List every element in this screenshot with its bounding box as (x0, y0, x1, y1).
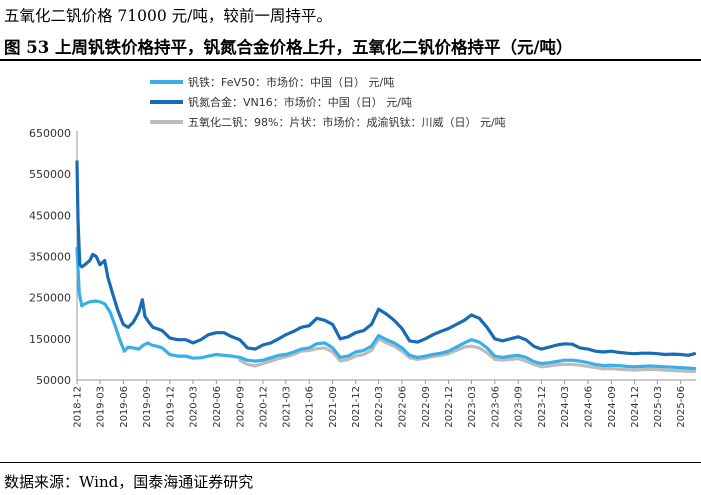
x-tick-label: 2021-03 (281, 386, 292, 428)
y-tick-label: 150000 (29, 333, 71, 346)
x-tick-label: 2021-09 (328, 386, 339, 428)
x-tick-label: 2022-03 (374, 386, 385, 428)
top-rule (0, 59, 701, 61)
x-tick-label: 2023-12 (537, 386, 548, 428)
legend-label-3: 五氧化二钒：98%：片状：市场价：成渝钒钛：川威（日） 元/吨 (188, 115, 506, 129)
series-line-2 (75, 160, 697, 357)
x-tick-label: 2025-06 (676, 386, 687, 428)
x-tick-label: 2022-09 (421, 386, 432, 428)
x-tick-label: 2024-09 (607, 386, 618, 428)
series-line-1 (75, 246, 697, 371)
x-tick-label: 2020-09 (235, 386, 246, 428)
bottom-rule (0, 462, 701, 463)
x-tick-label: 2025-03 (653, 386, 664, 428)
y-tick-label: 250000 (29, 292, 71, 305)
series-line-3 (238, 337, 697, 373)
y-tick-label: 450000 (29, 209, 71, 222)
x-tick-label: 2019-09 (142, 386, 153, 428)
x-tick-label: 2019-03 (95, 386, 106, 428)
x-tick-label: 2022-06 (398, 386, 409, 428)
x-tick-label: 2022-12 (444, 386, 455, 428)
x-tick-label: 2023-06 (490, 386, 501, 428)
x-tick-label: 2021-06 (305, 386, 316, 428)
x-tick-label: 2018-12 (73, 386, 84, 428)
x-tick-label: 2021-12 (351, 386, 362, 428)
x-tick-label: 2020-03 (188, 386, 199, 428)
chart-legend: 钒铁：FeV50：市场价：中国（日） 元/吨钒氮合金：VN16：市场价：中国（日… (150, 75, 506, 129)
legend-label-1: 钒铁：FeV50：市场价：中国（日） 元/吨 (188, 75, 394, 89)
x-axis: 2018-12 2019-03 2019-06 2019-09 2019-12 2020-… (73, 379, 696, 428)
x-tick-label: 2020-12 (258, 386, 269, 428)
figure-title: 图 53 上周钒铁价格持平，钒氮合金价格上升，五氧化二钒价格持平（元/吨） (4, 38, 573, 57)
series-group (75, 160, 697, 373)
y-tick-label: 50000 (36, 374, 71, 387)
y-tick-label: 350000 (29, 251, 71, 264)
source-note: 数据来源：Wind，国泰海通证券研究 (4, 473, 254, 491)
legend-label-2: 钒氮合金：VN16：市场价：中国（日） 元/吨 (188, 95, 412, 109)
line-chart: 钒铁：FeV50：市场价：中国（日） 元/吨钒氮合金：VN16：市场价：中国（日… (29, 75, 697, 428)
x-tick-label: 2019-12 (165, 386, 176, 428)
x-tick-label: 2023-09 (514, 386, 525, 428)
x-tick-label: 2024-06 (583, 386, 594, 428)
intro-text: 五氧化二钒价格 71000 元/吨，较前一周持平。 (4, 7, 332, 25)
x-tick-label: 2024-03 (560, 386, 571, 428)
y-tick-label: 650000 (29, 127, 71, 140)
x-tick-label: 2020-06 (212, 386, 223, 428)
y-axis: 650000 550000 450000 350000 250000 150000 5000… (29, 127, 78, 387)
x-tick-label: 2019-06 (119, 386, 130, 428)
y-tick-label: 550000 (29, 168, 71, 181)
x-tick-label: 2023-03 (467, 386, 478, 428)
x-tick-label: 2024-12 (630, 386, 641, 428)
